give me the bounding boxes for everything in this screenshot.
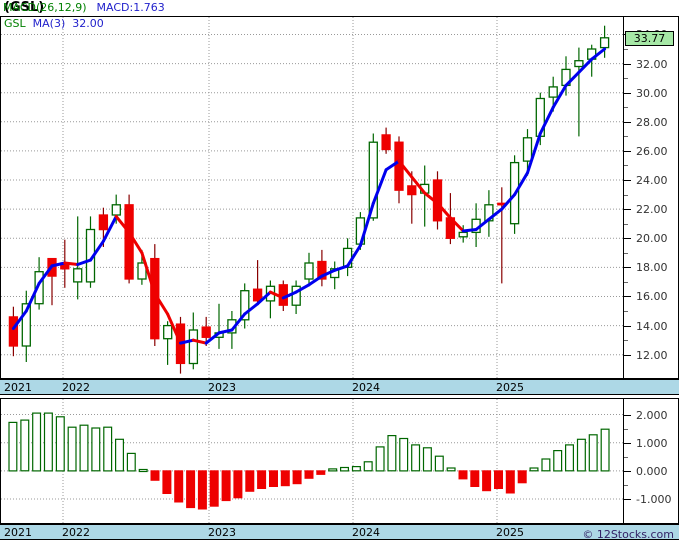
price-tick-label: 16.00 xyxy=(636,290,668,303)
price-tick-mark xyxy=(624,238,631,239)
macd-tick-mark xyxy=(624,415,631,416)
macd-minor-tick xyxy=(624,485,628,486)
year-label: 2023 xyxy=(208,381,236,394)
macd-tick-label: -1.000 xyxy=(636,493,672,506)
legend-ma-value: 32.00 xyxy=(72,17,104,30)
price-legend: GSL MA(3) 32.00 xyxy=(4,17,104,30)
price-tick-label: 22.00 xyxy=(636,203,668,216)
price-minor-tick xyxy=(624,78,628,79)
macd-chart-panel: 2.000 1.000 0.000 -1.000 xyxy=(0,398,679,524)
price-minor-tick xyxy=(624,107,628,108)
price-tick-label: 18.00 xyxy=(636,261,668,274)
copyright-label: © 12Stocks.com xyxy=(582,528,674,541)
year-label: 2021 xyxy=(4,526,32,539)
price-minor-tick xyxy=(624,282,628,283)
year-label: 2022 xyxy=(62,526,90,539)
price-minor-tick xyxy=(624,49,628,50)
macd-params-label: MACD(26,12,9) xyxy=(3,1,87,14)
year-label: 2022 xyxy=(62,381,90,394)
page-title: (GSL) xyxy=(4,0,45,15)
date-axis-price: 2021 2022 2023 2024 2025 xyxy=(0,379,679,395)
year-label: 2025 xyxy=(496,381,524,394)
macd-plot-area[interactable] xyxy=(1,399,623,523)
price-minor-tick xyxy=(624,340,628,341)
current-price-tag: 33.77 xyxy=(625,31,674,46)
macd-tick-label: 0.000 xyxy=(636,465,668,478)
price-tick-label: 12.00 xyxy=(636,349,668,362)
price-chart-panel: 34.0032.0030.0028.0026.0024.0022.0020.00… xyxy=(0,16,679,379)
price-tick-mark xyxy=(624,355,631,356)
price-plot-area[interactable] xyxy=(1,17,623,378)
price-tick-label: 28.00 xyxy=(636,116,668,129)
footer: © 12Stocks.com xyxy=(0,524,680,546)
price-tick-mark xyxy=(624,64,631,65)
macd-axis: 2.000 1.000 0.000 -1.000 xyxy=(623,399,678,523)
year-label: 2023 xyxy=(208,526,236,539)
year-label: 2021 xyxy=(4,381,32,394)
price-tick-mark xyxy=(624,180,631,181)
year-label: 2024 xyxy=(352,526,380,539)
price-minor-tick xyxy=(624,224,628,225)
year-label: 2025 xyxy=(496,526,524,539)
price-minor-tick xyxy=(624,253,628,254)
macd-tick-label: 1.000 xyxy=(636,437,668,450)
macd-tick-label: 2.000 xyxy=(636,409,668,422)
price-minor-tick xyxy=(624,195,628,196)
price-tick-label: 26.00 xyxy=(636,145,668,158)
price-tick-label: 32.00 xyxy=(636,58,668,71)
price-tick-mark xyxy=(624,151,631,152)
price-tick-label: 20.00 xyxy=(636,232,668,245)
price-tick-mark xyxy=(624,93,631,94)
macd-minor-tick xyxy=(624,429,628,430)
macd-legend: MACD(26,12,9) MACD:1.763 xyxy=(3,1,165,14)
price-minor-tick xyxy=(624,136,628,137)
price-candlestick-svg xyxy=(1,17,623,378)
price-minor-tick xyxy=(624,311,628,312)
price-tick-mark xyxy=(624,122,631,123)
year-label: 2024 xyxy=(352,381,380,394)
macd-value-label: MACD:1.763 xyxy=(96,1,165,14)
price-tick-mark xyxy=(624,296,631,297)
price-tick-mark xyxy=(624,209,631,210)
legend-ma-label: MA(3) xyxy=(32,17,66,30)
price-tick-mark xyxy=(624,326,631,327)
macd-histogram-svg xyxy=(1,399,623,523)
price-minor-tick xyxy=(624,165,628,166)
price-tick-label: 30.00 xyxy=(636,87,668,100)
date-axis-macd: 2021 2022 2023 2024 2025 xyxy=(0,524,679,540)
legend-symbol: GSL xyxy=(4,17,26,30)
macd-tick-mark xyxy=(624,443,631,444)
price-tick-mark xyxy=(624,267,631,268)
price-tick-label: 14.00 xyxy=(636,320,668,333)
price-axis: 34.0032.0030.0028.0026.0024.0022.0020.00… xyxy=(623,17,678,378)
price-tick-label: 24.00 xyxy=(636,174,668,187)
macd-tick-mark xyxy=(624,471,631,472)
macd-minor-tick xyxy=(624,457,628,458)
macd-tick-mark xyxy=(624,499,631,500)
